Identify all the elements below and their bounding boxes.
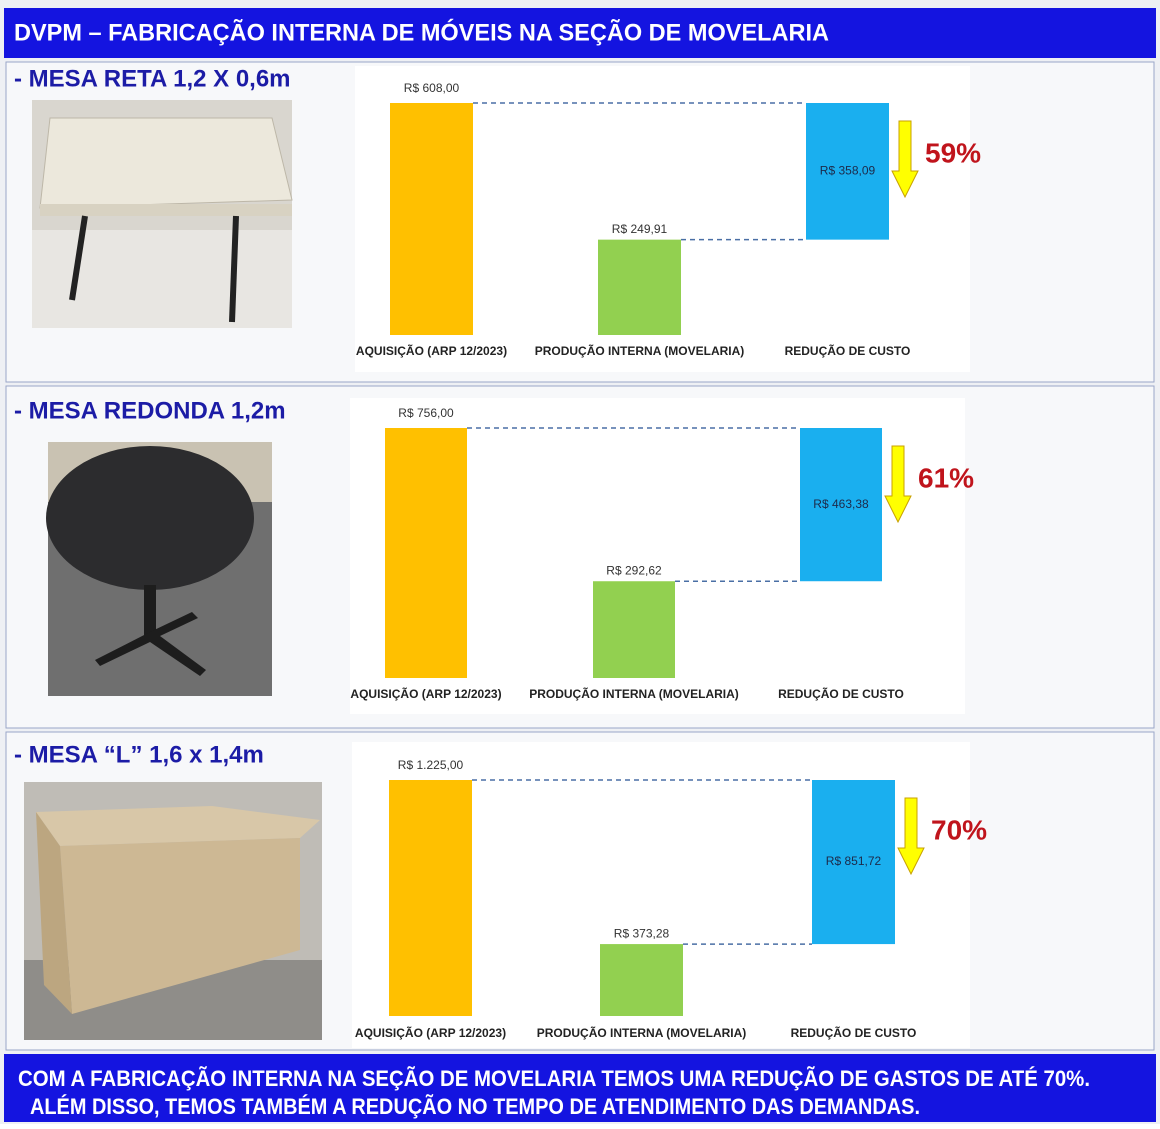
category-label: PRODUÇÃO INTERNA (MOVELARIA) bbox=[529, 686, 739, 701]
bar bbox=[812, 780, 895, 945]
bar bbox=[385, 428, 467, 678]
photo bbox=[46, 442, 272, 696]
category-label: AQUISIÇÃO (ARP 12/2023) bbox=[356, 343, 507, 358]
footer-text: COM A FABRICAÇÃO INTERNA NA SEÇÃO DE MOV… bbox=[18, 1066, 1090, 1091]
bar bbox=[389, 780, 472, 1016]
photo bbox=[24, 782, 322, 1040]
section-title: - MESA “L” 1,6 x 1,4m bbox=[14, 741, 264, 768]
value-label: R$ 608,00 bbox=[404, 81, 460, 95]
annotation: 59% bbox=[925, 137, 981, 168]
bar bbox=[600, 944, 683, 1016]
value-label: R$ 292,62 bbox=[606, 563, 662, 577]
category-label: REDUÇÃO DE CUSTO bbox=[785, 343, 911, 358]
bar bbox=[593, 581, 675, 678]
bar bbox=[390, 103, 473, 335]
section-title: - MESA RETA 1,2 X 0,6m bbox=[14, 65, 291, 92]
value-label: R$ 1.225,00 bbox=[398, 758, 464, 772]
value-label: R$ 756,00 bbox=[398, 406, 454, 420]
category-label: REDUÇÃO DE CUSTO bbox=[778, 686, 904, 701]
arrow bbox=[884, 445, 912, 524]
photo bbox=[32, 100, 293, 328]
annotation: 70% bbox=[931, 814, 987, 845]
bar bbox=[800, 428, 882, 582]
value-label: R$ 851,72 bbox=[826, 854, 882, 868]
category-label: PRODUÇÃO INTERNA (MOVELARIA) bbox=[535, 343, 745, 358]
value-label: R$ 463,38 bbox=[813, 497, 869, 511]
category-label: AQUISIÇÃO (ARP 12/2023) bbox=[350, 686, 501, 701]
bar bbox=[598, 239, 681, 335]
arrow bbox=[897, 797, 925, 876]
category-label: AQUISIÇÃO (ARP 12/2023) bbox=[355, 1025, 506, 1040]
footer-bar bbox=[4, 1054, 1156, 1122]
value-label: R$ 358,09 bbox=[820, 163, 876, 177]
value-label: R$ 373,28 bbox=[614, 926, 670, 940]
value-label: R$ 249,91 bbox=[612, 222, 668, 236]
footer-text: ALÉM DISSO, TEMOS TAMBÉM A REDUÇÃO NO TE… bbox=[30, 1094, 920, 1119]
section-title: - MESA REDONDA 1,2m bbox=[14, 397, 286, 424]
category-label: REDUÇÃO DE CUSTO bbox=[791, 1025, 917, 1040]
header-bar bbox=[4, 8, 1156, 58]
bar bbox=[806, 103, 889, 240]
annotation: 61% bbox=[918, 462, 974, 493]
category-label: PRODUÇÃO INTERNA (MOVELARIA) bbox=[537, 1025, 747, 1040]
header-title: DVPM – FABRICAÇÃO INTERNA DE MÓVEIS NA S… bbox=[14, 18, 829, 46]
arrow bbox=[891, 120, 919, 199]
